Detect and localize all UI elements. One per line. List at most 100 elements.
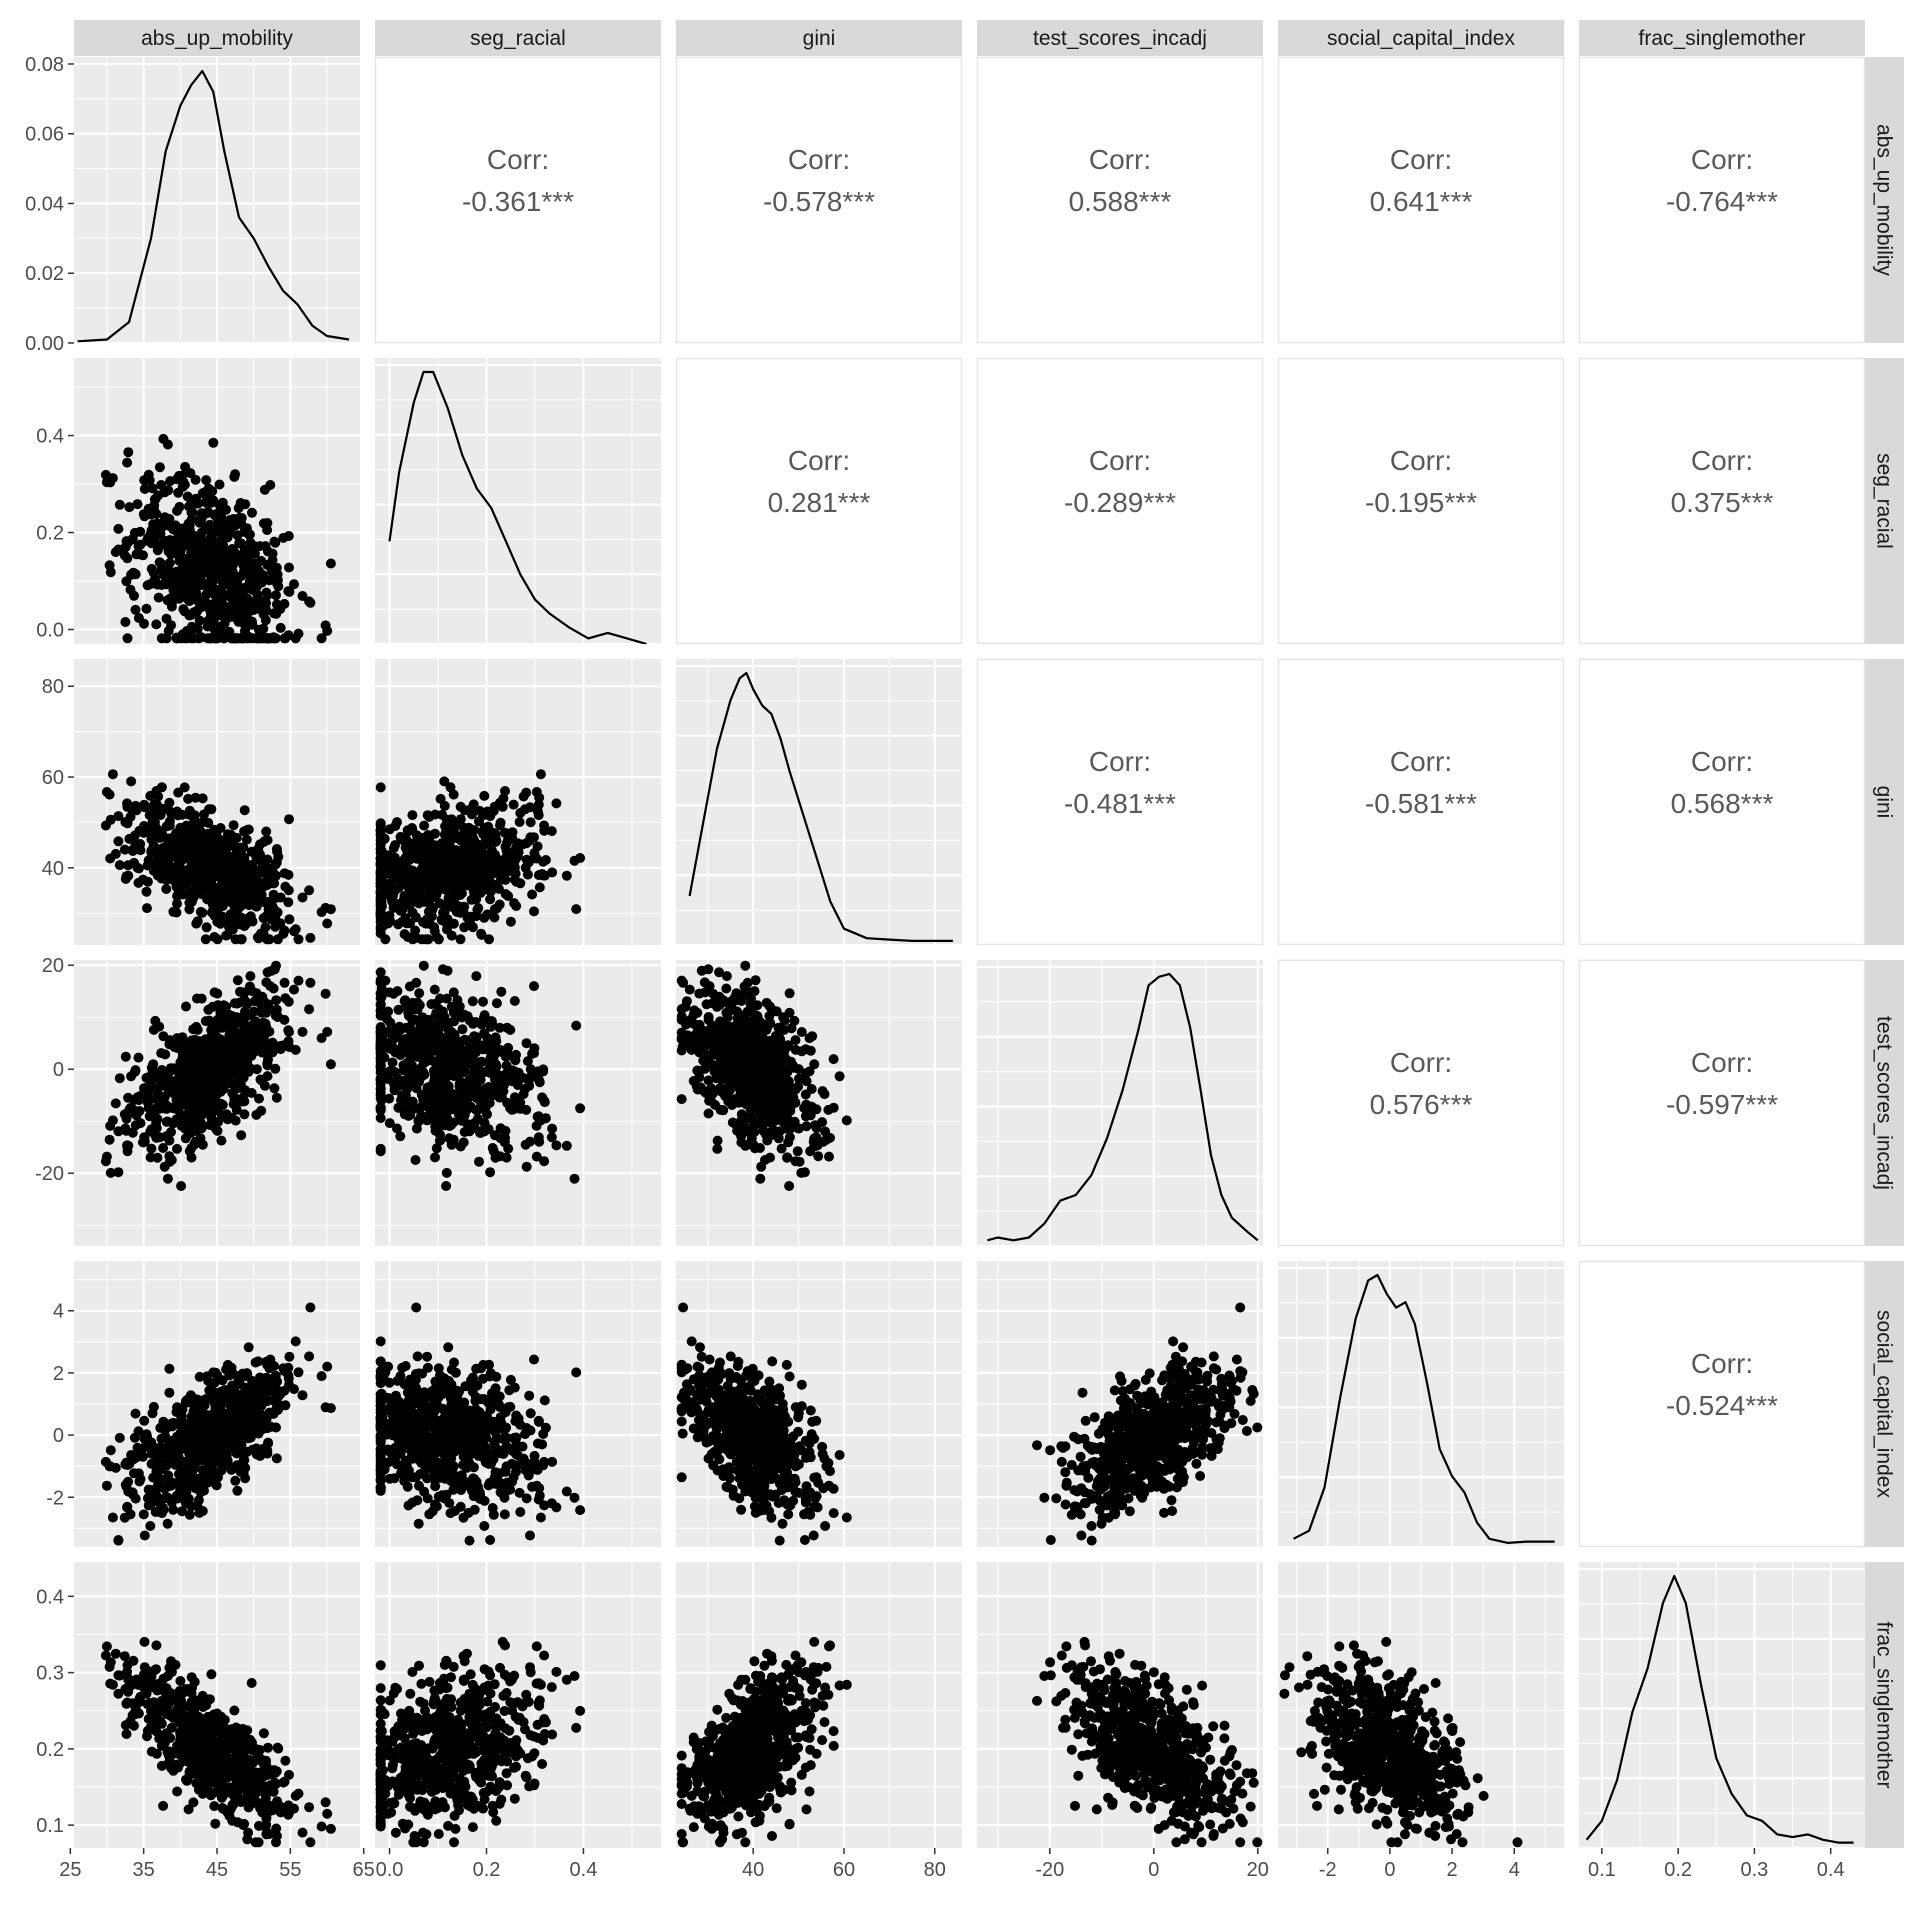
scatter-point xyxy=(407,907,418,918)
scatter-point xyxy=(789,1015,800,1026)
scatter-point xyxy=(546,1132,557,1143)
corr-panel-bg xyxy=(1578,658,1866,946)
panel-gini-test_scores_incadj: Corr:-0.481*** xyxy=(976,658,1264,946)
scatter-point xyxy=(496,1091,507,1102)
scatter-point xyxy=(445,901,456,912)
scatter-point xyxy=(261,1007,272,1018)
scatter-point xyxy=(269,878,280,889)
scatter-point xyxy=(101,1480,112,1491)
scatter-point xyxy=(212,1056,222,1067)
scatter-point xyxy=(262,633,273,644)
scatter-point xyxy=(147,1408,158,1419)
scatter-point xyxy=(225,1461,235,1472)
scatter-point xyxy=(123,537,134,548)
scatter-point xyxy=(441,1065,452,1076)
scatter-point xyxy=(773,1133,784,1144)
scatter-point xyxy=(252,577,263,588)
scatter-point xyxy=(424,811,435,822)
scatter-point xyxy=(161,613,172,624)
scatter-point xyxy=(123,1476,134,1487)
scatter-point xyxy=(705,1095,716,1106)
scatter-point xyxy=(186,535,197,546)
scatter-point xyxy=(735,1071,746,1082)
scatter-point xyxy=(162,1173,173,1184)
scatter-point xyxy=(195,513,206,524)
scatter-point xyxy=(199,809,209,820)
scatter-point xyxy=(412,1051,423,1062)
scatter-point xyxy=(208,1018,219,1029)
scatter-point xyxy=(214,912,225,923)
scatter-point xyxy=(823,1104,834,1115)
scatter-point xyxy=(403,1007,414,1018)
scatter-point xyxy=(518,1089,529,1100)
scatter-point xyxy=(456,1080,466,1091)
scatter-point xyxy=(234,997,245,1008)
scatter-point xyxy=(216,857,227,868)
scatter-point xyxy=(479,790,490,801)
scatter-point xyxy=(231,1044,242,1055)
corr-label: Corr: xyxy=(788,144,850,175)
scatter-point xyxy=(712,1143,723,1154)
scatter-point xyxy=(155,528,166,539)
scatter-point xyxy=(191,918,202,929)
scatter-point xyxy=(156,1048,167,1059)
scatter-point xyxy=(411,977,422,988)
scatter-point xyxy=(459,1009,470,1020)
scatter-point xyxy=(219,1454,230,1465)
scatter-point xyxy=(375,967,386,978)
panel-seg_racial-social_capital_index: Corr:-0.195*** xyxy=(1277,357,1565,645)
scatter-point xyxy=(247,616,257,627)
scatter-point xyxy=(197,907,208,918)
scatter-point xyxy=(190,474,201,485)
scatter-point xyxy=(105,1167,116,1178)
scatter-point xyxy=(819,1089,830,1100)
scatter-point xyxy=(416,934,427,945)
scatter-point xyxy=(540,1113,551,1124)
scatter-point xyxy=(488,1146,499,1157)
scatter-point xyxy=(522,869,533,880)
scatter-point xyxy=(107,1512,118,1523)
corr-label: Corr: xyxy=(788,445,850,476)
scatter-point xyxy=(534,1077,545,1088)
scatter-point xyxy=(714,967,725,978)
scatter-point xyxy=(784,1007,795,1018)
scatter-point xyxy=(161,874,172,885)
scatter-point xyxy=(458,907,469,918)
scatter-point xyxy=(141,1072,152,1083)
scatter-point xyxy=(755,1173,766,1184)
corr-panel-bg xyxy=(1277,658,1565,946)
scatter-point xyxy=(805,1045,816,1056)
scatter-point xyxy=(410,925,421,936)
scatter-point xyxy=(188,624,199,635)
scatter-point xyxy=(405,1072,416,1083)
scatter-point xyxy=(775,1036,786,1047)
scatter-point xyxy=(479,1092,490,1103)
scatter-point xyxy=(761,1110,772,1121)
corr-label: Corr: xyxy=(1089,746,1151,777)
scatter-point xyxy=(514,817,525,827)
scatter-point xyxy=(175,553,186,563)
scatter-point xyxy=(538,1066,549,1077)
scatter-point xyxy=(239,852,250,863)
scatter-point xyxy=(279,977,290,988)
scatter-point xyxy=(416,1110,427,1121)
scatter-point xyxy=(561,1140,572,1151)
scatter-point xyxy=(132,499,143,510)
scatter-point xyxy=(125,584,136,595)
scatter-point xyxy=(465,851,476,861)
scatter-point xyxy=(216,1135,227,1146)
scatter-point xyxy=(152,579,163,590)
scatter-point xyxy=(146,822,157,833)
scatter-point xyxy=(510,1055,521,1066)
scatter-point xyxy=(476,928,487,939)
scatter-point xyxy=(531,1151,542,1162)
scatter-point xyxy=(297,591,308,601)
scatter-point xyxy=(753,1065,764,1076)
scatter-point xyxy=(122,798,133,809)
scatter-point xyxy=(495,864,506,875)
scatter-point xyxy=(799,1167,810,1178)
scatter-point xyxy=(398,1065,409,1076)
scatter-point xyxy=(201,579,212,590)
scatter-point xyxy=(195,1133,206,1144)
scatter-point xyxy=(172,1143,182,1154)
